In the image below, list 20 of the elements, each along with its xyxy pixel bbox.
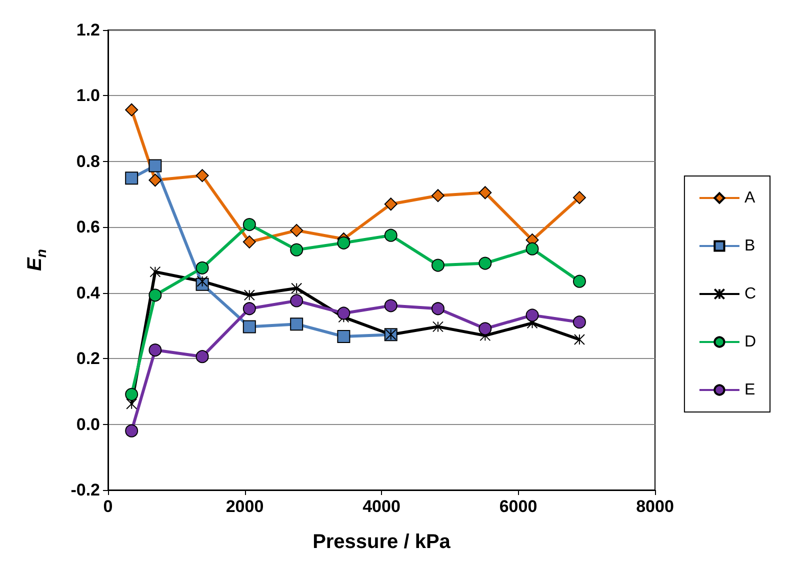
y-tick-label: 0.0 (76, 414, 100, 434)
legend-label: C (744, 286, 756, 302)
y-tick-label: 1.0 (76, 86, 100, 106)
y-tick-label: 0.2 (76, 349, 100, 368)
x-tick-label: 4000 (362, 497, 400, 516)
x-tick-label: 6000 (499, 497, 538, 516)
legend-label: E (744, 382, 756, 398)
legend-label: B (744, 238, 756, 254)
legend-label: D (744, 334, 756, 350)
y-tick-label: -0.2 (70, 480, 100, 500)
y-tick-label: 0.6 (76, 218, 100, 237)
x-tick-label: 8000 (636, 497, 674, 516)
x-tick-label: 0 (103, 497, 113, 516)
y-tick-label: 0.8 (76, 152, 100, 171)
y-tick-label: 1.2 (76, 20, 100, 40)
y-axis-title: En (24, 249, 49, 271)
legend-label: A (744, 190, 756, 206)
y-tick-label: 0.4 (76, 283, 101, 302)
x-axis-title: Pressure / kPa (312, 531, 452, 553)
x-tick-label: 2000 (226, 497, 264, 516)
